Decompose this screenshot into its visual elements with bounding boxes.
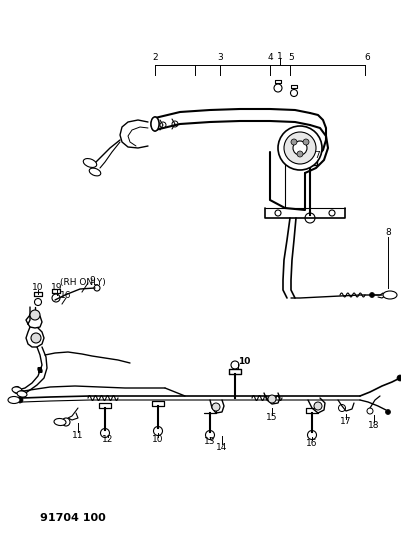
Ellipse shape	[54, 418, 66, 425]
Text: 16: 16	[60, 290, 71, 300]
Ellipse shape	[152, 119, 157, 129]
Text: 13: 13	[204, 438, 215, 447]
Circle shape	[313, 402, 321, 410]
Text: 3: 3	[217, 52, 222, 61]
Text: 16: 16	[306, 439, 317, 448]
Text: 14: 14	[216, 442, 227, 451]
Text: 9: 9	[89, 276, 95, 285]
Circle shape	[283, 132, 315, 164]
Circle shape	[369, 293, 374, 297]
Circle shape	[267, 395, 275, 403]
Text: 15: 15	[265, 414, 277, 423]
Ellipse shape	[17, 391, 27, 397]
Ellipse shape	[8, 397, 20, 403]
Circle shape	[292, 141, 306, 155]
Text: 5: 5	[288, 52, 293, 61]
Ellipse shape	[89, 168, 101, 176]
Text: 12: 12	[102, 435, 113, 445]
Circle shape	[211, 403, 219, 411]
Circle shape	[277, 126, 321, 170]
Circle shape	[30, 310, 40, 320]
Circle shape	[290, 139, 296, 145]
Text: (RH ONLY): (RH ONLY)	[60, 278, 105, 287]
Text: 10: 10	[152, 435, 163, 445]
Text: 17: 17	[339, 417, 351, 426]
Ellipse shape	[400, 375, 401, 381]
Circle shape	[302, 139, 308, 145]
Text: 4: 4	[267, 52, 272, 61]
Ellipse shape	[151, 117, 159, 131]
Text: 19: 19	[51, 282, 63, 292]
Text: 8: 8	[384, 228, 390, 237]
Text: 7: 7	[313, 150, 319, 159]
Circle shape	[396, 375, 401, 381]
Circle shape	[296, 151, 302, 157]
Text: 1: 1	[276, 52, 282, 61]
Circle shape	[62, 418, 70, 426]
Ellipse shape	[12, 387, 22, 393]
Text: 10: 10	[32, 282, 44, 292]
Circle shape	[17, 397, 23, 403]
Circle shape	[385, 409, 389, 415]
Text: 18: 18	[367, 421, 379, 430]
Circle shape	[18, 391, 25, 398]
Text: 6: 6	[363, 52, 369, 61]
Text: 91704 100: 91704 100	[40, 513, 105, 523]
Text: 2: 2	[152, 52, 158, 61]
Ellipse shape	[382, 291, 396, 299]
Circle shape	[31, 333, 41, 343]
Circle shape	[14, 386, 20, 393]
Ellipse shape	[151, 117, 159, 131]
Text: 11: 11	[72, 431, 83, 440]
Text: 10: 10	[237, 358, 250, 367]
Ellipse shape	[83, 158, 97, 167]
